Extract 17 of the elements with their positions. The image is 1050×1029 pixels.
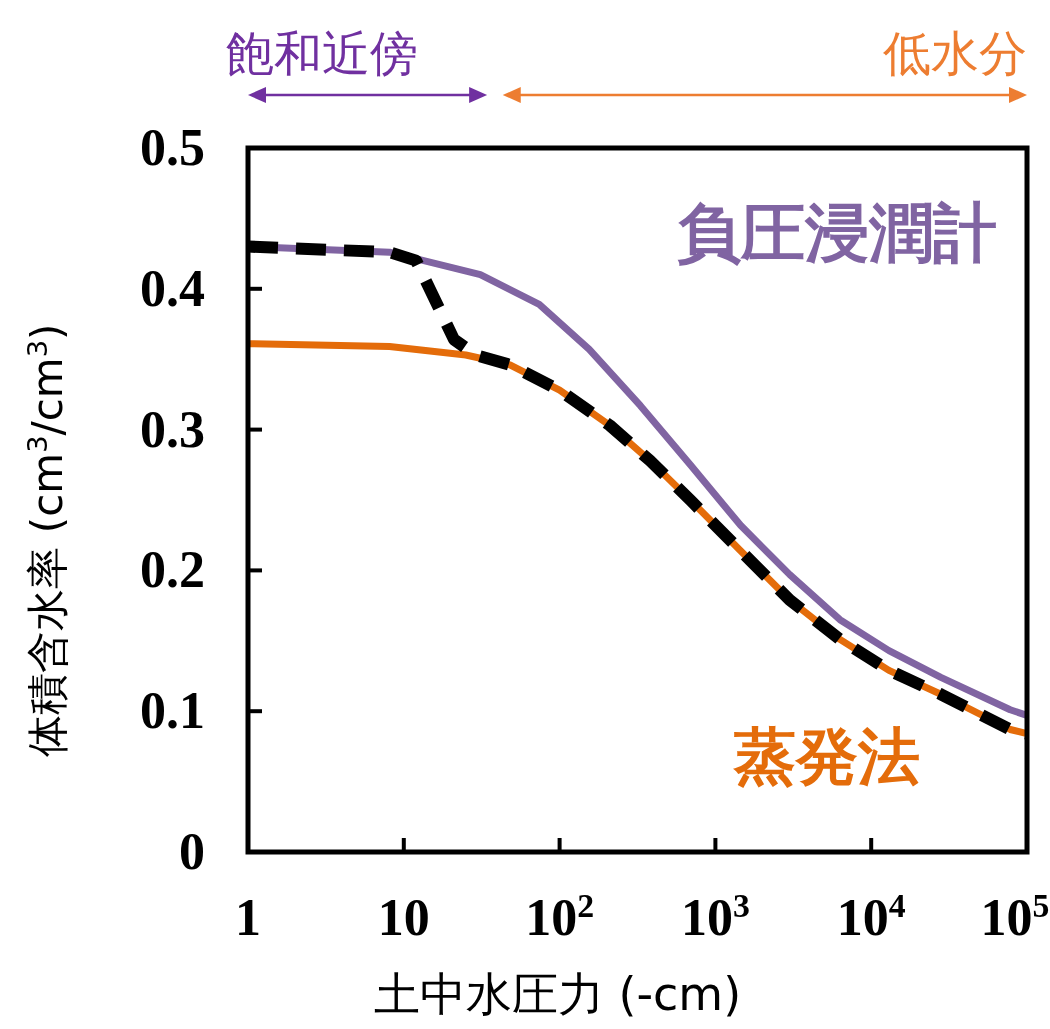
y-tick-label: 0.1 <box>140 682 205 740</box>
y-tick-label: 0.4 <box>140 259 205 317</box>
text: 飽和近傍 <box>226 25 418 81</box>
x-tick-label: 10$^{3}$ <box>680 886 750 946</box>
x-axis-title: 土中水圧力 (-cm) <box>373 967 742 1021</box>
x-tick-label: 1 <box>235 889 261 946</box>
y-tick-label: 0 <box>179 823 205 880</box>
y-tick-label: 0.2 <box>140 541 205 599</box>
series-label: 負圧浸潤計 <box>677 196 997 270</box>
y-tick-label: 0.5 <box>140 119 205 176</box>
x-tick-label: 10$^{4}$ <box>836 886 906 946</box>
x-tick-label: 10$^{5}$ <box>980 886 1050 946</box>
x-tick-label: 10$^{2}$ <box>525 886 595 946</box>
x-tick-label: 10 <box>377 889 430 946</box>
series-label: 蒸発法 <box>733 720 920 793</box>
y-tick-label: 0.3 <box>140 400 205 458</box>
text: 低水分 <box>883 25 1027 81</box>
